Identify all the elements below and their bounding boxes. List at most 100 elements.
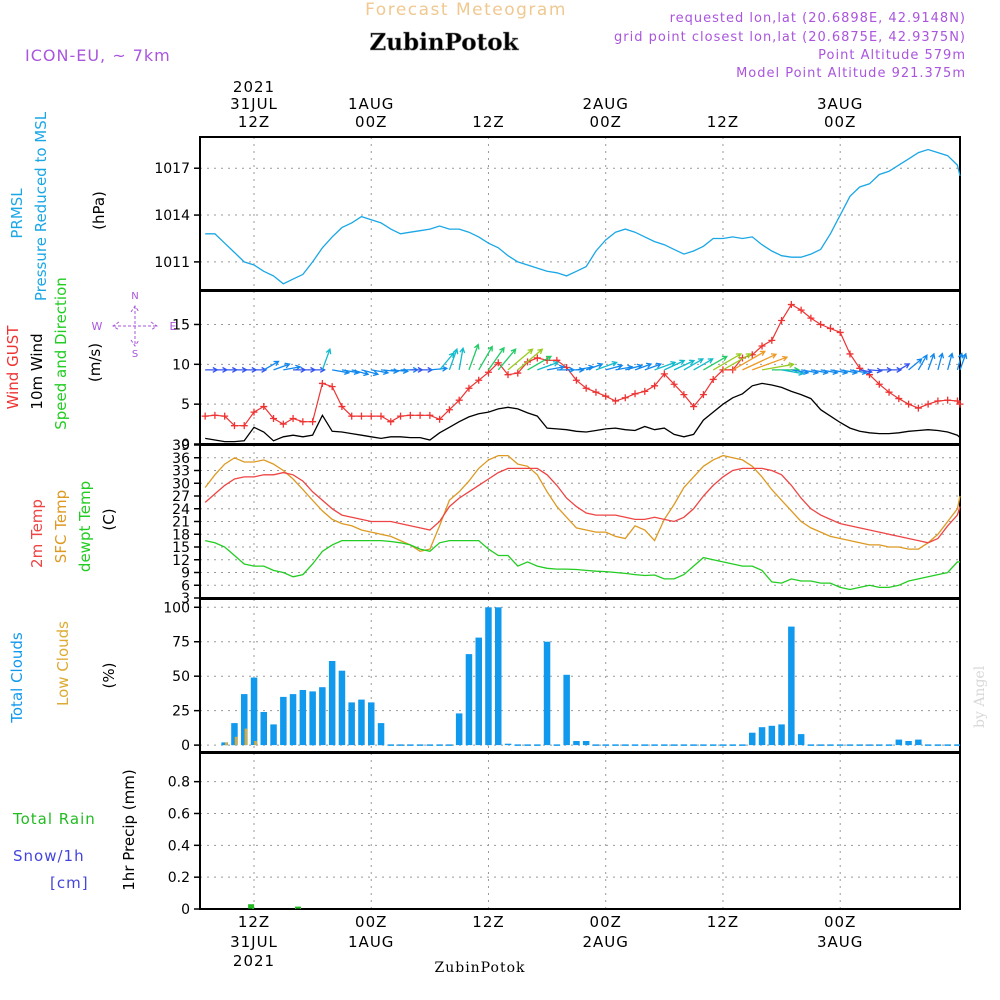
wind-arrow — [693, 358, 714, 371]
bottom-tick-hour: 00Z — [590, 913, 622, 931]
top-tick-hour: 00Z — [355, 113, 387, 131]
wind-arrow — [937, 352, 945, 371]
y-tick-label: 0.4 — [168, 838, 190, 854]
wind-arrow — [537, 360, 560, 371]
top-tick-hour: 00Z — [824, 113, 856, 131]
wind-arrow — [908, 358, 923, 371]
y-tick-label: 1014 — [154, 208, 190, 224]
y-tick-label: 9 — [181, 566, 190, 582]
wind-arrow — [595, 360, 618, 371]
wind-arrow — [712, 353, 743, 371]
product-title: Forecast Meteogram — [365, 0, 567, 20]
total-cloud-bar — [455, 713, 463, 746]
gust-marker — [856, 364, 864, 372]
gust-marker — [230, 422, 238, 430]
wind-arrow — [752, 355, 789, 371]
top-tick-date: 3AUG — [817, 95, 863, 113]
total-cloud-bar — [221, 742, 228, 746]
gust-marker — [680, 391, 688, 399]
gust-marker — [924, 400, 932, 408]
total-cloud-bar — [797, 734, 805, 746]
y-tick-label: 3 — [181, 591, 190, 607]
y-tick-label: 0.6 — [168, 806, 190, 822]
gust-marker — [797, 306, 805, 314]
gust-marker — [787, 301, 795, 309]
wind-arrow — [869, 367, 883, 374]
wind-arrow — [448, 347, 459, 371]
wind-arrow — [507, 348, 534, 371]
wind-arrow — [644, 362, 663, 371]
gust-marker — [602, 392, 610, 400]
precip-panel: 0 0.2 0.4 0.6 0.8 Total Rain Snow/1h [cm] 1hr Pr… — [12, 752, 961, 918]
gust-marker — [416, 411, 424, 419]
total-cloud-bar — [768, 725, 776, 746]
y-tick-label: 21 — [172, 515, 190, 531]
y-tick-label: 5 — [181, 397, 190, 413]
top-tick-date: 2AUG — [583, 95, 629, 113]
wind-arrow — [959, 352, 968, 371]
gust-marker — [328, 383, 336, 391]
gust-marker — [338, 403, 346, 411]
compass-east: E — [170, 320, 177, 333]
temp-2m-label: 2m Temp — [28, 499, 46, 568]
gust-marker — [270, 415, 278, 422]
total-cloud-bar — [758, 727, 766, 746]
wind-arrow — [497, 348, 517, 371]
compass-south: S — [132, 349, 138, 360]
temp-unit: (C) — [100, 508, 118, 530]
wind-arrow — [761, 362, 795, 371]
gust-marker — [641, 387, 649, 395]
total-cloud-bar — [231, 723, 238, 746]
sfc-temp-line — [204, 454, 961, 552]
gust-marker — [289, 415, 297, 422]
gust-marker — [309, 418, 317, 426]
gust-line — [205, 303, 961, 427]
gust-marker — [956, 400, 964, 408]
total-cloud-bar — [348, 702, 355, 746]
wind-arrow — [283, 364, 302, 371]
gust-marker — [768, 336, 776, 344]
bottom-tick-year: 2021 — [233, 952, 275, 970]
wind-arrow — [458, 346, 466, 371]
total-cloud-bar — [915, 739, 922, 746]
gust-marker — [299, 418, 307, 426]
gust-marker — [621, 394, 629, 402]
wind-arrow — [683, 358, 705, 371]
model-altitude: Model Point Altitude 921.375m — [736, 66, 966, 81]
rain-bar — [295, 906, 301, 909]
gust-marker — [357, 412, 365, 420]
top-tick-hour: 00Z — [590, 113, 622, 131]
wind-arrow — [673, 359, 696, 371]
wind-arrow — [654, 360, 677, 371]
wind-arrow — [468, 343, 480, 371]
gust-marker — [875, 380, 883, 388]
low-cloud-bar — [225, 742, 228, 746]
total-cloud-bar — [475, 637, 482, 746]
total-cloud-bar — [573, 741, 580, 746]
point-altitude: Point Altitude 579m — [818, 48, 966, 63]
y-tick-label: 33 — [172, 464, 190, 480]
wind-arrow — [927, 352, 936, 371]
gust-marker — [905, 400, 913, 408]
wind-arrow — [487, 346, 505, 371]
y-tick-label: 100 — [163, 600, 190, 616]
total-cloud-bar — [368, 702, 375, 746]
gust-marker — [592, 388, 600, 396]
y-tick-label: 30 — [172, 476, 190, 492]
wind-arrow — [273, 362, 291, 371]
total-cloud-bar — [895, 739, 903, 746]
pressure-panel: 1011 1014 1017 PRMSL Pressure Reduced to MSL… — [8, 111, 961, 301]
total-cloud-bar — [377, 723, 385, 746]
gust-marker — [670, 380, 678, 388]
wind-label: 10m Wind — [28, 333, 46, 409]
total-cloud-bar — [250, 677, 258, 746]
y-tick-label: 0 — [181, 437, 190, 453]
gust-marker — [944, 396, 952, 404]
gust-marker — [631, 390, 639, 398]
low-cloud-bar — [234, 736, 238, 746]
top-tick-hour: 12Z — [472, 113, 504, 131]
gust-marker — [465, 384, 473, 392]
